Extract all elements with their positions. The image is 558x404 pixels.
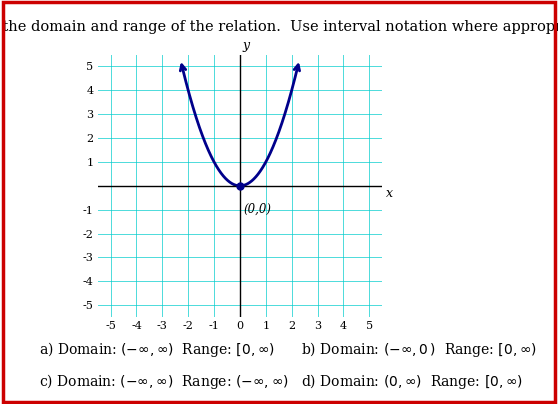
Text: (0,0): (0,0) [243, 203, 271, 216]
Text: x: x [386, 187, 393, 200]
Text: c) Domain: $(-\infty, \infty)$  Range: $(-\infty, \infty)$: c) Domain: $(-\infty, \infty)$ Range: $(… [39, 372, 289, 391]
Text: Find the domain and range of the relation.  Use interval notation where appropri: Find the domain and range of the relatio… [0, 20, 558, 34]
Text: y: y [242, 39, 249, 52]
Text: a) Domain: $(-\infty, \infty)$  Range: $[0, \infty)$: a) Domain: $(-\infty, \infty)$ Range: $[… [39, 340, 275, 359]
Text: d) Domain: $(0, \infty)$  Range: $[0, \infty)$: d) Domain: $(0, \infty)$ Range: $[0, \in… [301, 372, 523, 391]
Text: b) Domain: $(-\infty, 0\,)$  Range: $[0, \infty)$: b) Domain: $(-\infty, 0\,)$ Range: $[0, … [301, 340, 537, 359]
